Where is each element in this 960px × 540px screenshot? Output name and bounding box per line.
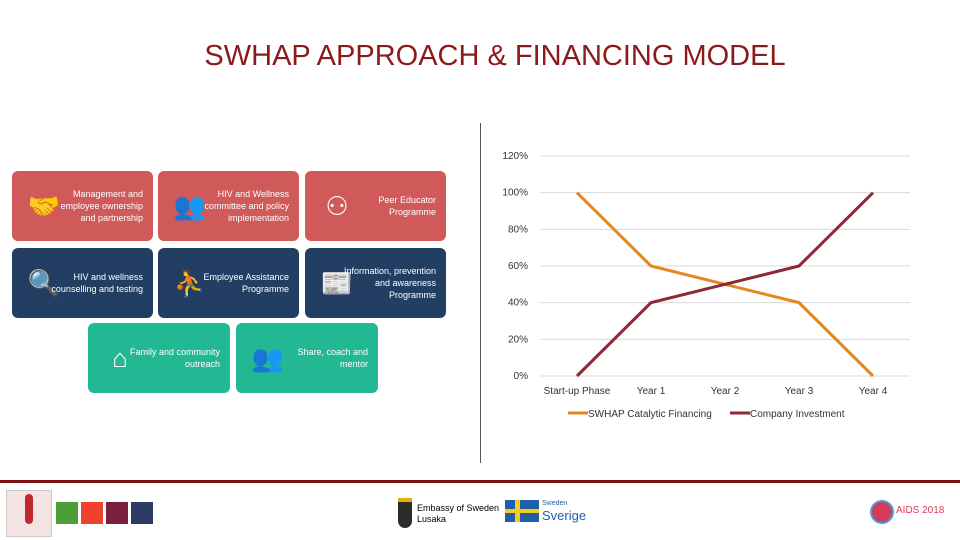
program-tile: 👥 HIV and Wellness committee and policy i… <box>158 171 299 241</box>
y-tick-label: 100% <box>502 188 528 199</box>
y-tick-label: 120% <box>502 151 528 162</box>
legend-label: SWHAP Catalytic Financing <box>588 409 712 420</box>
tile-label: Family and community outreach <box>129 347 220 369</box>
y-tick-label: 0% <box>514 371 529 382</box>
program-tile: 🤝 Management and employee ownership and p… <box>12 171 153 241</box>
program-tile: 📰 Information, prevention and awareness P… <box>305 248 446 318</box>
y-tick-label: 80% <box>508 224 528 235</box>
y-tick-label: 40% <box>508 298 528 309</box>
program-tile: ⛹ Employee Assistance Programme <box>158 248 299 318</box>
tile-label: Information, prevention and awareness Pr… <box>343 266 436 300</box>
tile-label: HIV and Wellness committee and policy im… <box>204 189 289 223</box>
swedish-flag-icon <box>505 500 539 522</box>
legend-label: Company Investment <box>750 409 845 420</box>
x-tick-label: Start-up Phase <box>544 386 611 397</box>
x-tick-label: Year 2 <box>711 386 740 397</box>
footer-bar <box>0 480 960 483</box>
page-title: SWHAP APPROACH & FINANCING MODEL <box>204 40 786 72</box>
tile-label: HIV and wellness counselling and testing <box>51 272 143 294</box>
x-tick-label: Year 1 <box>637 386 666 397</box>
program-tile: 👥 Share, coach and mentor <box>236 323 378 393</box>
divider <box>480 123 481 463</box>
tile-label: Employee Assistance Programme <box>203 272 289 294</box>
y-tick-label: 60% <box>508 261 528 272</box>
program-tile: ⚇ Peer Educator Programme <box>305 171 446 241</box>
tile-label: Peer Educator Programme <box>378 195 436 217</box>
x-tick-label: Year 4 <box>859 386 888 397</box>
x-tick-label: Year 3 <box>785 386 814 397</box>
tile-label: Management and employee ownership and pa… <box>60 189 143 223</box>
program-tile: ⌂ Family and community outreach <box>88 323 230 393</box>
tile-label: Share, coach and mentor <box>297 347 368 369</box>
y-tick-label: 20% <box>508 334 528 345</box>
program-tile: 🔍 HIV and wellness counselling and testin… <box>12 248 153 318</box>
